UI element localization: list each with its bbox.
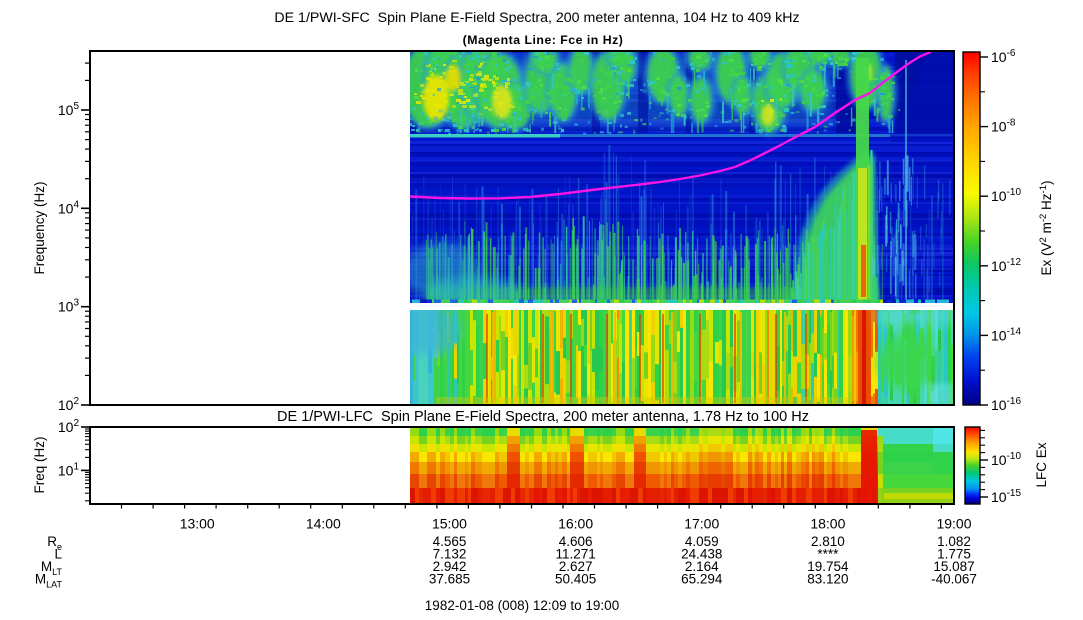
svg-text:-40.067: -40.067 (931, 572, 977, 587)
svg-text:11.271: 11.271 (555, 547, 595, 562)
svg-text:****: **** (817, 547, 839, 562)
svg-text:2.627: 2.627 (559, 559, 593, 574)
svg-text:65.294: 65.294 (681, 572, 723, 587)
svg-text:LFC Ex: LFC Ex (1034, 442, 1049, 487)
svg-text:Frequency (Hz): Frequency (Hz) (32, 181, 47, 274)
svg-text:18:00: 18:00 (810, 516, 845, 532)
svg-text:Ex (V2 m-2 Hz-1): Ex (V2 m-2 Hz-1) (1038, 181, 1054, 276)
svg-text:50.405: 50.405 (555, 572, 596, 587)
svg-text:83.120: 83.120 (807, 572, 848, 587)
svg-text:2.164: 2.164 (685, 559, 719, 574)
svg-text:2.810: 2.810 (811, 534, 845, 549)
svg-text:19.754: 19.754 (807, 559, 849, 574)
svg-text:16:00: 16:00 (558, 516, 593, 532)
svg-text:2.942: 2.942 (433, 559, 467, 574)
svg-text:4.059: 4.059 (685, 534, 719, 549)
svg-text:1.082: 1.082 (937, 534, 971, 549)
svg-text:DE 1/PWI-LFC Spin Plane E-Fie: DE 1/PWI-LFC Spin Plane E-Field Spectra,… (277, 409, 809, 425)
svg-text:15:00: 15:00 (432, 516, 467, 532)
svg-text:1982-01-08 (008) 12:09 to 19:0: 1982-01-08 (008) 12:09 to 19:00 (425, 598, 619, 613)
svg-text:17:00: 17:00 (684, 516, 719, 532)
svg-text:15.087: 15.087 (933, 559, 974, 574)
svg-text:13:00: 13:00 (180, 516, 215, 532)
svg-text:14:00: 14:00 (306, 516, 341, 532)
svg-text:24.438: 24.438 (681, 547, 722, 562)
svg-text:19:00: 19:00 (936, 516, 971, 532)
svg-text:(Magenta Line: Fce in Hz): (Magenta Line: Fce in Hz) (463, 33, 624, 47)
svg-text:7.132: 7.132 (433, 547, 467, 562)
svg-text:1.775: 1.775 (937, 547, 971, 562)
svg-text:DE 1/PWI-SFC Spin Plane E-Fie: DE 1/PWI-SFC Spin Plane E-Field Spectra,… (274, 10, 799, 26)
svg-text:Freq (Hz): Freq (Hz) (32, 437, 47, 494)
svg-text:L: L (54, 547, 62, 562)
svg-text:37.685: 37.685 (429, 572, 470, 587)
svg-text:4.565: 4.565 (433, 534, 467, 549)
svg-text:4.606: 4.606 (559, 534, 593, 549)
